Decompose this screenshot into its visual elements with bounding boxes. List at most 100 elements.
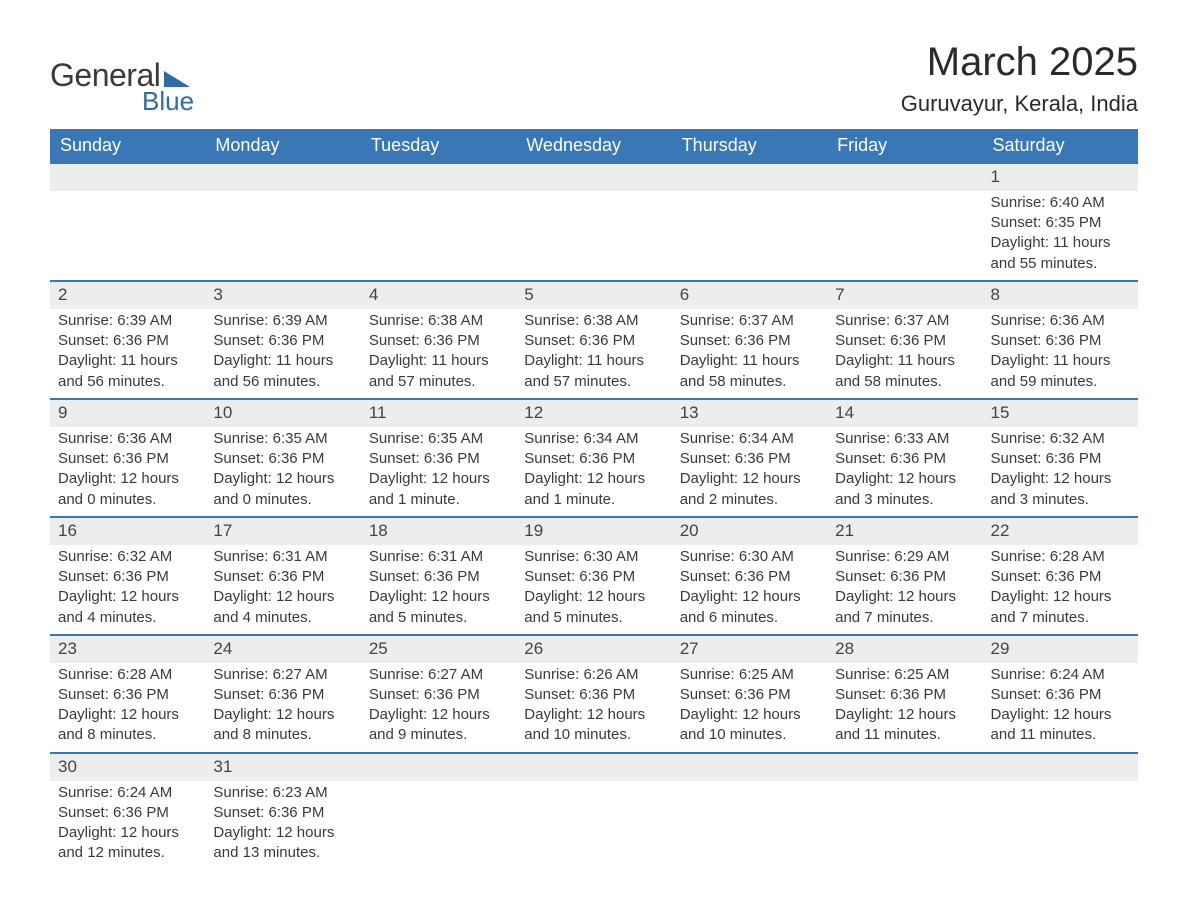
day-detail-cell [516,781,671,870]
sunrise-text: Sunrise: 6:24 AM [991,665,1130,685]
daylight-text: Daylight: 12 hours [213,587,352,607]
day-detail-row: Sunrise: 6:40 AMSunset: 6:35 PMDaylight:… [50,191,1138,281]
day-detail-cell: Sunrise: 6:36 AMSunset: 6:36 PMDaylight:… [50,427,205,517]
day-number-cell: 18 [361,517,516,545]
daylight-text: and 12 minutes. [58,843,197,863]
sunrise-text: Sunrise: 6:31 AM [369,547,508,567]
day-detail-row: Sunrise: 6:24 AM Sunset: 6:36 PMDaylight:… [50,781,1138,870]
day-number-cell: 16 [50,517,205,545]
sunrise-text: Sunrise: 6:26 AM [524,665,663,685]
sunset-text: Sunset: 6:36 PM [680,567,819,587]
day-detail-cell: Sunrise: 6:35 AMSunset: 6:36 PMDaylight:… [361,427,516,517]
daylight-text: Daylight: 12 hours [991,705,1130,725]
day-detail-cell: Sunrise: 6:27 AMSunset: 6:36 PMDaylight:… [361,663,516,753]
daylight-text: and 4 minutes. [58,608,197,628]
day-number-cell: 1 [983,163,1138,191]
day-detail-cell: Sunrise: 6:35 AMSunset: 6:36 PMDaylight:… [205,427,360,517]
day-number-cell: 27 [672,635,827,663]
sunrise-text: Sunrise: 6:39 AM [58,311,197,331]
sunset-text: Sunset: 6:36 PM [835,685,974,705]
sunset-text: Sunset: 6:36 PM [213,449,352,469]
day-number-cell [983,753,1138,781]
daylight-text: and 11 minutes. [835,725,974,745]
daylight-text: Daylight: 12 hours [213,705,352,725]
weekday-header: Thursday [672,129,827,163]
sunrise-text: Sunrise: 6:32 AM [58,547,197,567]
weekday-header: Tuesday [361,129,516,163]
sunrise-text: Sunrise: 6:38 AM [524,311,663,331]
day-number-cell: 28 [827,635,982,663]
logo-text-blue: Blue [142,86,194,117]
day-number-cell: 14 [827,399,982,427]
day-detail-cell: Sunrise: 6:37 AMSunset: 6:36 PMDaylight:… [827,309,982,399]
day-number-cell: 2 [50,281,205,309]
daylight-text: Daylight: 11 hours [58,351,197,371]
sunset-text: Sunset: 6:36 PM [991,685,1130,705]
day-number-row: 23242526272829 [50,635,1138,663]
calendar-body: 1 Sunrise: 6:40 AMSunset: 6:35 PMDayligh… [50,163,1138,870]
day-number-cell [516,163,671,191]
daylight-text: Daylight: 11 hours [991,351,1130,371]
sunrise-text: Sunrise: 6:34 AM [524,429,663,449]
day-detail-cell: Sunrise: 6:39 AMSunset: 6:36 PMDaylight:… [205,309,360,399]
sunrise-text: Sunrise: 6:31 AM [213,547,352,567]
day-detail-cell: Sunrise: 6:28 AMSunset: 6:36 PMDaylight:… [50,663,205,753]
day-detail-cell: Sunrise: 6:28 AMSunset: 6:36 PMDaylight:… [983,545,1138,635]
sunset-text: Sunset: 6:36 PM [991,331,1130,351]
daylight-text: Daylight: 12 hours [369,469,508,489]
day-detail-cell: Sunrise: 6:34 AMSunset: 6:36 PMDaylight:… [516,427,671,517]
day-detail-row: Sunrise: 6:32 AM Sunset: 6:36 PM Daylight:… [50,545,1138,635]
sunset-text: Sunset: 6:36 PM [213,803,352,823]
day-number-cell [672,753,827,781]
day-number-cell: 24 [205,635,360,663]
sunrise-text: Sunrise: 6:30 AM [524,547,663,567]
daylight-text: and 3 minutes. [835,490,974,510]
daylight-text: Daylight: 12 hours [369,705,508,725]
daylight-text: and 0 minutes. [58,490,197,510]
daylight-text: and 0 minutes. [213,490,352,510]
daylight-text: Daylight: 12 hours [213,823,352,843]
day-number-cell [205,163,360,191]
sunrise-text: Sunrise: 6:27 AM [213,665,352,685]
sunrise-text: Sunrise: 6:36 AM [991,311,1130,331]
daylight-text: and 59 minutes. [991,372,1130,392]
day-detail-cell [672,781,827,870]
daylight-text: Daylight: 12 hours [58,469,197,489]
sunset-text: Sunset: 6:36 PM [369,567,508,587]
day-detail-cell: Sunrise: 6:24 AMSunset: 6:36 PMDaylight:… [983,663,1138,753]
sunrise-text: Sunrise: 6:25 AM [680,665,819,685]
sunrise-text: Sunrise: 6:27 AM [369,665,508,685]
sunset-text: Sunset: 6:36 PM [213,331,352,351]
weekday-header: Monday [205,129,360,163]
title-block: March 2025 Guruvayur, Kerala, India [901,40,1138,117]
sunrise-text: Sunrise: 6:39 AM [213,311,352,331]
daylight-text: and 56 minutes. [213,372,352,392]
day-detail-row: Sunrise: 6:36 AMSunset: 6:36 PMDaylight:… [50,427,1138,517]
daylight-text: and 4 minutes. [213,608,352,628]
weekday-header: Wednesday [516,129,671,163]
sunrise-text: Sunrise: 6:36 AM [58,429,197,449]
daylight-text: Daylight: 11 hours [680,351,819,371]
daylight-text: Daylight: 12 hours [213,469,352,489]
day-number-cell [516,753,671,781]
daylight-text: and 5 minutes. [369,608,508,628]
day-detail-cell: Sunrise: 6:34 AMSunset: 6:36 PMDaylight:… [672,427,827,517]
sunrise-text: Sunrise: 6:24 AM [58,783,197,803]
day-detail-row: Sunrise: 6:28 AMSunset: 6:36 PMDaylight:… [50,663,1138,753]
daylight-text: and 57 minutes. [524,372,663,392]
daylight-text: and 1 minute. [524,490,663,510]
daylight-text: Daylight: 12 hours [835,587,974,607]
calendar-table: SundayMondayTuesdayWednesdayThursdayFrid… [50,129,1138,870]
daylight-text: and 56 minutes. [58,372,197,392]
sunset-text: Sunset: 6:36 PM [680,331,819,351]
sunset-text: Sunset: 6:36 PM [58,331,197,351]
sunrise-text: Sunrise: 6:37 AM [680,311,819,331]
day-number-cell: 10 [205,399,360,427]
daylight-text: and 7 minutes. [991,608,1130,628]
day-number-row: 2345678 [50,281,1138,309]
sunset-text: Sunset: 6:36 PM [680,685,819,705]
header: General Blue March 2025 Guruvayur, Keral… [50,40,1138,117]
day-detail-cell: Sunrise: 6:25 AMSunset: 6:36 PMDaylight:… [672,663,827,753]
daylight-text: and 6 minutes. [680,608,819,628]
location: Guruvayur, Kerala, India [901,91,1138,117]
